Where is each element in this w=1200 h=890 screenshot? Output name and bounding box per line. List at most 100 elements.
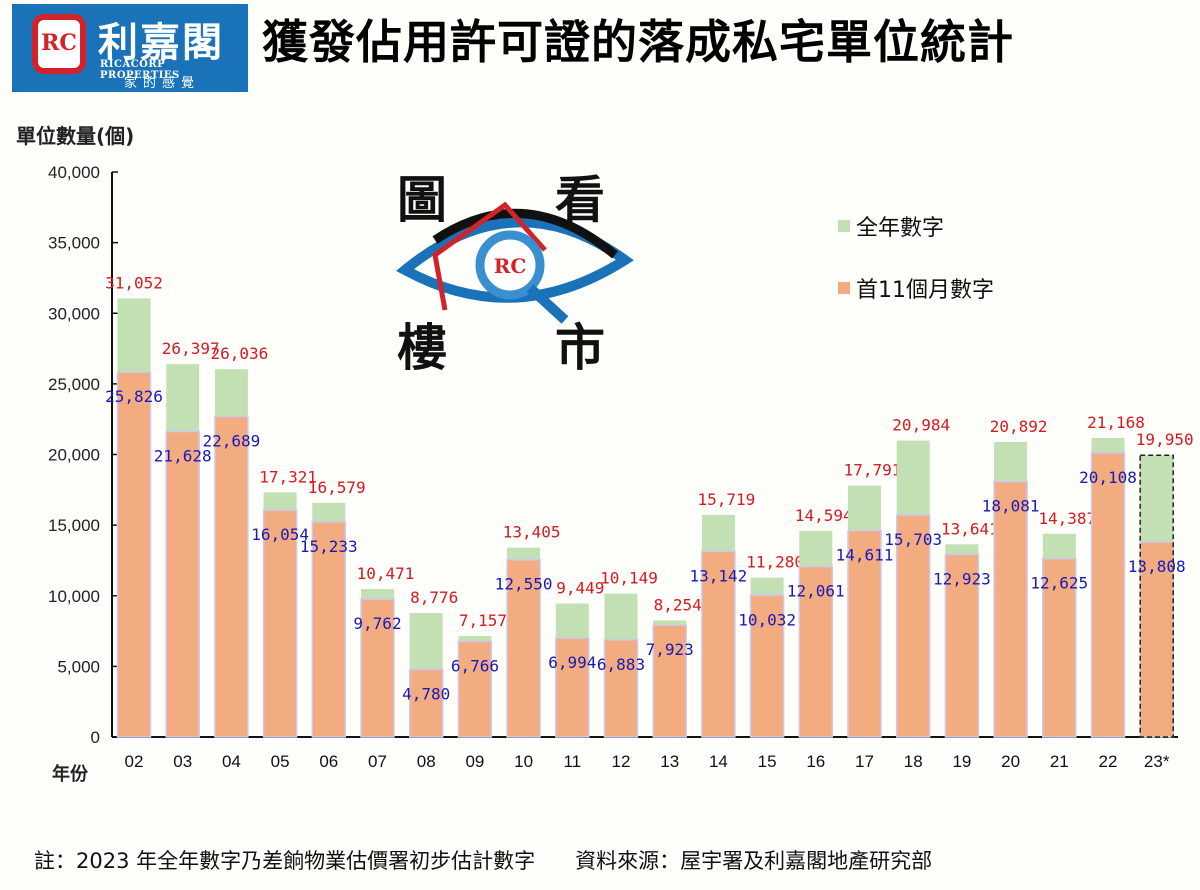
x-tick-label: 18	[904, 752, 923, 771]
11-month-value-label: 15,703	[884, 530, 942, 549]
bar-11-months	[311, 521, 347, 738]
full-year-value-label: 9,449	[556, 579, 604, 598]
y-tick-label: 5,000	[57, 657, 100, 676]
11-month-value-label: 15,233	[300, 537, 358, 556]
11-month-value-label: 10,032	[738, 610, 796, 629]
bar-11-months	[603, 639, 639, 738]
full-year-value-label: 11,280	[746, 553, 804, 572]
x-tick-label: 16	[806, 752, 825, 771]
full-year-value-label: 31,052	[105, 273, 163, 292]
x-tick-label: 08	[417, 752, 436, 771]
rc-mark-icon: RC	[32, 14, 86, 74]
footnote: 註：2023 年全年數字乃差餉物業估價署初步估計數字	[34, 849, 536, 873]
ricacorp-logo: RC 利嘉閣 RICACORP PROPERTIES 家的感覺	[12, 4, 248, 92]
full-year-value-label: 7,157	[459, 611, 507, 630]
bar-11-months	[214, 415, 249, 738]
x-tick-label: 13	[660, 752, 679, 771]
logo-slogan: 家的感覺	[124, 76, 201, 91]
full-year-value-label: 26,036	[211, 344, 269, 363]
bar-11-months	[749, 594, 785, 738]
y-tick-label: 10,000	[48, 587, 100, 606]
x-tick-label: 23*	[1144, 752, 1170, 771]
full-year-value-label: 20,892	[990, 417, 1048, 436]
11-month-value-label: 6,766	[451, 656, 499, 675]
y-tick-label: 25,000	[48, 375, 100, 394]
x-tick-label: 07	[368, 752, 387, 771]
full-year-value-label: 8,776	[410, 588, 458, 607]
full-year-value-label: 21,168	[1087, 413, 1145, 432]
full-year-value-label: 15,719	[698, 490, 756, 509]
bar-11-months	[555, 637, 590, 738]
badge-char-2: 看	[555, 170, 605, 229]
x-tick-label: 06	[319, 752, 338, 771]
x-tick-label: 17	[855, 752, 874, 771]
y-tick-label: 40,000	[48, 163, 100, 182]
eye-badge-logo: RC 圖 看 樓 市	[395, 160, 645, 380]
11-month-value-label: 25,826	[105, 387, 163, 406]
full-year-value-label: 8,254	[654, 595, 702, 614]
badge-char-3: 樓	[397, 318, 447, 377]
11-month-value-label: 12,625	[1030, 574, 1088, 593]
full-year-value-label: 20,984	[892, 416, 950, 435]
11-month-value-label: 18,081	[982, 497, 1040, 516]
11-month-value-label: 20,108	[1079, 468, 1137, 487]
11-month-value-label: 7,923	[646, 640, 694, 659]
bar-11-months	[1090, 452, 1126, 738]
svg-text:RC: RC	[494, 254, 527, 278]
11-month-value-label: 16,054	[251, 525, 309, 544]
bar-11-months	[847, 529, 882, 738]
legend-item-full-year: 全年數字	[838, 210, 994, 242]
badge-char-4: 市	[555, 318, 605, 377]
data-source: 資料來源：屋宇署及利嘉閣地產研究部	[575, 849, 933, 873]
bar-11-months	[165, 430, 200, 738]
x-tick-label: 03	[173, 752, 192, 771]
bar-11-months	[944, 553, 980, 738]
x-tick-label: 12	[612, 752, 631, 771]
11-month-value-label: 21,628	[154, 447, 212, 466]
full-year-value-label: 19,950	[1136, 430, 1194, 449]
11-month-value-label: 13,808	[1128, 557, 1186, 576]
legend-swatch-orange	[838, 282, 850, 294]
full-year-value-label: 10,471	[357, 564, 415, 583]
bar-11-months	[360, 598, 395, 738]
y-tick-label: 35,000	[48, 234, 100, 253]
x-tick-label: 19	[952, 752, 971, 771]
x-tick-label: 05	[271, 752, 290, 771]
full-year-value-label: 14,594	[795, 506, 853, 525]
11-month-value-label: 12,061	[787, 582, 845, 601]
eye-magnifier-icon: RC	[396, 201, 634, 324]
full-year-value-label: 14,387	[1038, 509, 1096, 528]
x-tick-label: 04	[222, 752, 241, 771]
11-month-value-label: 22,689	[203, 432, 261, 451]
x-tick-label: 15	[758, 752, 777, 771]
logo-name-en: RICACORP PROPERTIES	[100, 59, 180, 81]
estimate-outline	[1139, 454, 1174, 738]
11-month-value-label: 12,550	[495, 575, 553, 594]
legend-item-11-months: 首11個月數字	[838, 272, 994, 304]
bar-11-months	[116, 371, 152, 738]
bar-11-months	[895, 514, 931, 738]
bar-11-months	[457, 640, 493, 738]
bar-11-months	[798, 565, 834, 738]
bar-11-months	[993, 480, 1028, 738]
bar-11-months	[408, 668, 444, 738]
y-tick-label: 15,000	[48, 516, 100, 535]
full-year-value-label: 26,397	[162, 339, 220, 358]
bar-11-months	[701, 550, 736, 738]
x-tick-label: 14	[709, 752, 728, 771]
11-month-value-label: 12,923	[933, 569, 991, 588]
x-tick-label: 11	[563, 752, 581, 771]
x-tick-label: 21	[1050, 752, 1069, 771]
11-month-value-label: 14,611	[836, 546, 894, 565]
footer-notes: 註：2023 年全年數字乃差餉物業估價署初步估計數字 資料來源：屋宇署及利嘉閣地產…	[34, 845, 932, 875]
11-month-value-label: 6,994	[548, 653, 596, 672]
x-axis-label: 年份	[52, 764, 88, 785]
bar-11-months	[262, 509, 298, 738]
chart-title: 獲發佔用許可證的落成私宅單位統計	[262, 15, 1014, 69]
x-tick-label: 09	[465, 752, 484, 771]
legend-label: 首11個月數字	[856, 278, 994, 303]
bar-11-months	[1042, 557, 1077, 738]
x-tick-label: 20	[1001, 752, 1020, 771]
badge-char-1: 圖	[397, 170, 447, 229]
